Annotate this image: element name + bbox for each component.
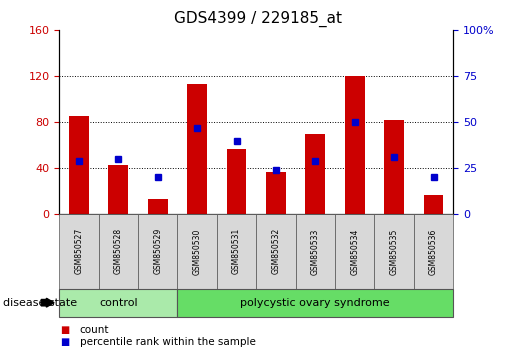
Bar: [266, 172, 286, 214]
Bar: [384, 120, 404, 214]
Text: GDS4399 / 229185_at: GDS4399 / 229185_at: [174, 11, 341, 27]
Text: percentile rank within the sample: percentile rank within the sample: [80, 337, 256, 347]
Text: GSM850527: GSM850527: [75, 228, 83, 274]
Bar: [148, 199, 167, 214]
Text: count: count: [80, 325, 109, 335]
Bar: [69, 116, 89, 214]
Bar: [424, 195, 443, 214]
Text: GSM850536: GSM850536: [429, 228, 438, 275]
Bar: [305, 133, 325, 214]
Text: control: control: [99, 298, 138, 308]
Text: ■: ■: [60, 337, 69, 347]
Text: ■: ■: [60, 325, 69, 335]
Bar: [109, 165, 128, 214]
Text: polycystic ovary syndrome: polycystic ovary syndrome: [241, 298, 390, 308]
Text: GSM850534: GSM850534: [350, 228, 359, 275]
Text: disease state: disease state: [3, 298, 77, 308]
Bar: [187, 84, 207, 214]
Text: GSM850531: GSM850531: [232, 228, 241, 274]
Bar: [345, 76, 365, 214]
Text: GSM850533: GSM850533: [311, 228, 320, 275]
Text: GSM850529: GSM850529: [153, 228, 162, 274]
Text: GSM850532: GSM850532: [271, 228, 280, 274]
Bar: [227, 149, 246, 214]
Text: GSM850535: GSM850535: [390, 228, 399, 275]
Text: GSM850528: GSM850528: [114, 228, 123, 274]
Text: GSM850530: GSM850530: [193, 228, 201, 275]
